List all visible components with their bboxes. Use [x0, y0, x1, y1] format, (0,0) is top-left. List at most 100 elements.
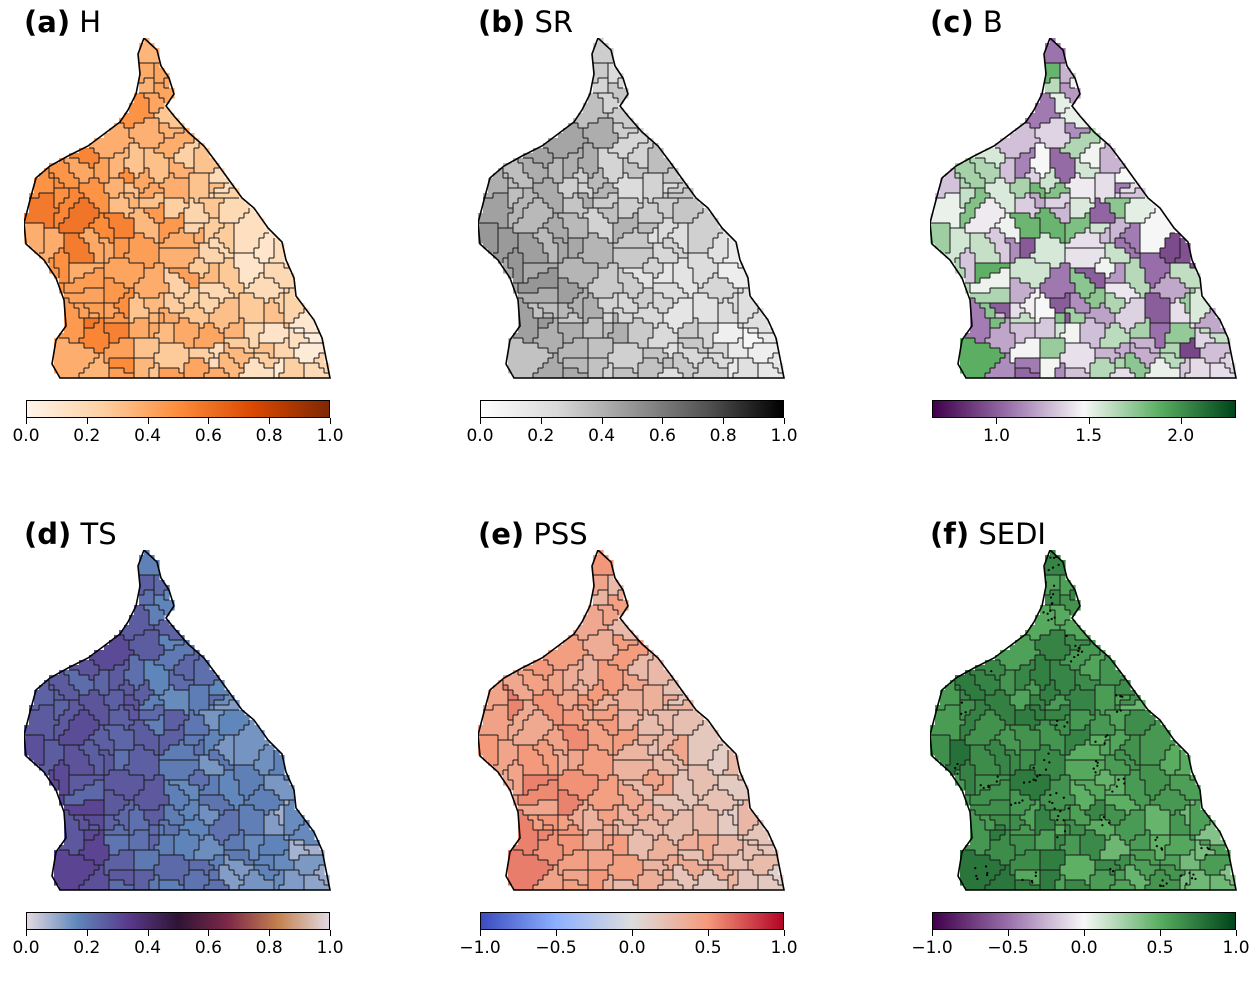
panel-letter: (b)	[478, 5, 526, 39]
panel-title: (f) SEDI	[930, 516, 1046, 552]
colorbar-ticks: 1.0 1.5 2.0	[932, 418, 1236, 458]
colorbar	[480, 400, 784, 418]
catchment-map	[24, 550, 334, 895]
panel-letter: (c)	[930, 5, 974, 39]
tick-mark	[208, 418, 210, 424]
tick-mark	[556, 930, 557, 936]
catchment-map	[930, 550, 1240, 895]
tick-mark	[208, 930, 210, 936]
map-svg	[478, 550, 785, 891]
significance-stipple	[954, 555, 1210, 888]
tick-label: 0.2	[73, 938, 101, 958]
tick-label: 0.4	[134, 426, 162, 446]
region-outline	[478, 38, 785, 379]
colorbar-ticks: 0.0 0.2 0.4 0.6 0.8 1.0	[12, 418, 344, 458]
tick-label: 1.0	[982, 426, 1011, 446]
tick-mark	[708, 930, 709, 936]
catchment-map	[478, 550, 788, 895]
tick-label: 1.0	[316, 938, 344, 958]
tick-label: 0.6	[648, 426, 676, 446]
catchment-fills	[478, 550, 784, 891]
panel-letter: (e)	[478, 517, 525, 551]
tick-mark	[996, 418, 998, 424]
tick-label: −0.5	[535, 938, 577, 958]
colorbar	[480, 912, 784, 930]
tick-label: 0.2	[527, 426, 555, 446]
colorbar	[932, 400, 1236, 418]
catchment-fills	[930, 550, 1236, 891]
catchment-fills	[24, 550, 330, 891]
region-outline	[24, 550, 331, 891]
catchment-fills	[930, 38, 1236, 379]
tick-label: 0.8	[709, 426, 737, 446]
tick-label: 0.0	[1070, 938, 1098, 958]
panel-letter: (a)	[24, 5, 71, 39]
tick-mark	[330, 418, 331, 424]
catchment-boundaries	[24, 574, 329, 890]
tick-mark	[86, 418, 88, 424]
colorbar-ticks: −1.0 −0.5 0.0 0.5 1.0	[911, 930, 1250, 970]
panel-metric: TS	[71, 517, 117, 551]
tick-mark	[662, 418, 664, 424]
region-outline	[930, 550, 1237, 891]
catchment-boundaries	[930, 62, 1235, 378]
tick-label: 1.0	[1222, 938, 1250, 958]
colorbar-ticks: 0.0 0.2 0.4 0.6 0.8 1.0	[466, 418, 798, 458]
colorbar-ticks: −1.0 −0.5 0.0 0.5 1.0	[459, 930, 798, 970]
panel-title: (c) B	[930, 4, 1003, 40]
panel-title: (a) H	[24, 4, 101, 40]
tick-label: 0.5	[1146, 938, 1174, 958]
tick-mark	[1236, 930, 1237, 936]
map-svg	[930, 38, 1237, 379]
colorbar	[932, 912, 1236, 930]
catchment-boundaries	[930, 574, 1235, 890]
tick-label: −1.0	[459, 938, 501, 958]
tick-label: 1.5	[1075, 426, 1103, 446]
catchment-boundaries	[478, 574, 783, 890]
tick-label: 0.0	[12, 938, 40, 958]
tick-mark	[601, 418, 603, 424]
tick-label: 2.0	[1167, 426, 1195, 446]
tick-label: −1.0	[911, 938, 953, 958]
catchment-map	[24, 38, 334, 383]
tick-mark	[269, 930, 271, 936]
panel-metric: H	[70, 5, 102, 39]
tick-label: 0.6	[194, 426, 222, 446]
catchment-map	[930, 38, 1240, 383]
panel-e: (e) PSS −1.0 −0.5 0.0 0.5 1.0	[454, 512, 844, 992]
tick-mark	[26, 418, 27, 424]
panel-c: (c) B 1.0 1.5 2.0	[906, 0, 1256, 480]
tick-mark	[723, 418, 725, 424]
tick-label: 0.4	[588, 426, 616, 446]
tick-mark	[480, 418, 481, 424]
tick-mark	[1084, 930, 1085, 936]
tick-label: 0.0	[466, 426, 494, 446]
colorbar-ticks: 0.0 0.2 0.4 0.6 0.8 1.0	[12, 930, 344, 970]
tick-label: 1.0	[770, 938, 798, 958]
colorbar	[26, 912, 330, 930]
tick-label: 0.4	[134, 938, 162, 958]
tick-label: −0.5	[987, 938, 1029, 958]
map-svg	[478, 38, 785, 379]
catchment-fills	[478, 38, 784, 379]
tick-mark	[784, 418, 785, 424]
tick-label: 1.0	[316, 426, 344, 446]
panel-d: (d) TS 0.0 0.2 0.4 0.6 0.8 1.0	[0, 512, 390, 992]
panel-metric: SEDI	[969, 517, 1046, 551]
panel-metric: SR	[525, 5, 574, 39]
map-svg	[24, 550, 331, 891]
panel-b: (b) SR 0.0 0.2 0.4 0.6 0.8 1.0	[454, 0, 844, 480]
catchment-boundaries	[478, 62, 783, 378]
tick-label: 0.5	[694, 938, 722, 958]
tick-mark	[632, 930, 633, 936]
tick-mark	[86, 930, 88, 936]
tick-mark	[269, 418, 271, 424]
panel-metric: PSS	[524, 517, 588, 551]
panel-f: (f) SEDI −1.0 −0.5 0.0 0.5 1.0	[906, 512, 1256, 992]
panel-a: (a) H 0.0 0.2 0.4 0.6 0.8 1.0	[0, 0, 390, 480]
panel-letter: (d)	[24, 517, 72, 551]
tick-label: 1.0	[770, 426, 798, 446]
tick-label: 0.8	[255, 938, 283, 958]
panel-title: (b) SR	[478, 4, 573, 40]
colorbar	[26, 400, 330, 418]
